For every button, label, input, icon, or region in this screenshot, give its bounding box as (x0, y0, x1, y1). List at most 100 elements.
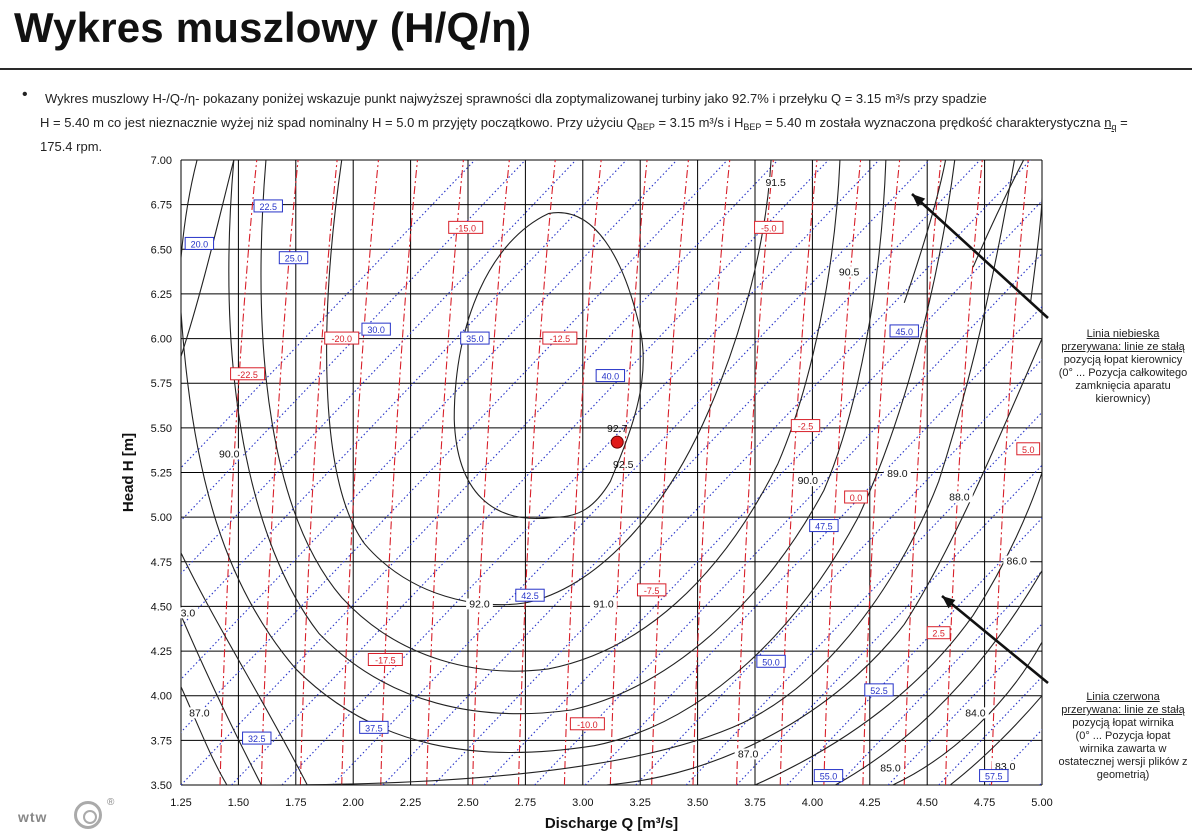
efficiency-label-bg (962, 707, 989, 719)
blue-dotted-lines (181, 160, 1042, 785)
description-line-2: H = 5.40 m co jest nieznacznie wyżej niż… (40, 111, 1195, 139)
blue-value-label-box (242, 731, 272, 745)
blue-value-labels: 20.0 22.5 25.0 30.0 35.0 40.0 45.0 47.5 42.5 50.0… (184, 199, 1009, 783)
red-dashed-lines (219, 160, 1029, 785)
blue-dotted-line (231, 160, 829, 785)
x-tick-label: 4.00 (802, 797, 823, 809)
red-dashed-line (299, 160, 338, 785)
y-tick-label: 3.50 (151, 780, 172, 792)
efficiency-label: 87.0 (189, 707, 210, 719)
desc-nq: n (1104, 115, 1112, 130)
blue-value-label: 55.0 (820, 772, 838, 782)
description-line-3: 175.4 rpm. (40, 139, 103, 154)
efficiency-label-bg (991, 760, 1019, 772)
efficiency-contour (972, 160, 1025, 268)
red-dashed-line (945, 160, 983, 785)
y-tick-label: 4.25 (151, 646, 172, 658)
red-value-label-box (542, 331, 578, 345)
efficiency-contour (181, 615, 262, 785)
x-tick-label: 5.00 (1031, 797, 1052, 809)
red-value-label: -17.5 (375, 656, 396, 666)
blue-dotted-line (382, 160, 981, 785)
efficiency-label-bg (185, 707, 213, 719)
blue-value-label: 35.0 (466, 334, 484, 344)
red-value-label: 0.0 (850, 493, 863, 503)
blue-dotted-line (837, 570, 1042, 785)
red-value-label: 2.5 (932, 629, 945, 639)
efficiency-label: 86.0 (1007, 556, 1028, 568)
logo-mark-icon (74, 801, 102, 829)
red-dashed-line (472, 160, 510, 785)
blue-value-label: 40.0 (602, 372, 620, 382)
y-tick-label: 4.00 (151, 691, 172, 703)
efficiency-contours (181, 160, 1042, 785)
efficiency-label: 89.0 (887, 468, 908, 480)
red-dashed-line (736, 160, 774, 785)
bep-label-top: 92.7 (607, 423, 628, 435)
annotation-arrows (911, 193, 1049, 685)
efficiency-label: 91.0 (593, 598, 614, 610)
blue-value-label-box (756, 654, 786, 668)
efficiency-contour (1029, 195, 1042, 303)
efficiency-contour (605, 338, 1042, 785)
blue-value-label: 57.5 (985, 772, 1003, 782)
red-value-label: -20.0 (331, 334, 352, 344)
blue-value-label-box (813, 769, 844, 783)
red-value-label: -7.5 (644, 586, 660, 596)
annotation-line: pozycją łopat kierownicy (1063, 354, 1183, 366)
efficiency-label-bg (177, 607, 199, 619)
y-tick-label: 4.75 (151, 557, 172, 569)
arrow-red-annotation-head (942, 596, 956, 609)
red-value-label: -2.5 (798, 422, 814, 432)
red-value-labels: -15.0 -5.0 -20.0 -12.5 -22.5 -2.5 5.0 0.0 -7.5 2.… (230, 220, 1041, 731)
red-value-label-box (367, 653, 403, 666)
efficiency-label-bg (1003, 555, 1031, 567)
y-tick-label: 5.50 (151, 423, 172, 435)
y-tick-label: 5.00 (151, 512, 172, 524)
y-tick-label: 6.50 (151, 244, 172, 256)
plot-content (181, 160, 1042, 785)
blue-dotted-line (181, 160, 779, 785)
blue-value-label: 22.5 (259, 202, 277, 212)
blue-value-label-box (253, 199, 283, 213)
x-tick-label: 2.50 (457, 797, 478, 809)
x-axis-title: Discharge Q [m³/s] (545, 815, 678, 832)
bullet-marker: • (22, 86, 28, 103)
blue-value-label: 45.0 (895, 327, 913, 337)
red-value-label-box (754, 220, 784, 234)
blue-value-label: 50.0 (762, 657, 780, 667)
efficiency-contour (181, 160, 956, 754)
red-value-label: -5.0 (761, 223, 777, 233)
efficiency-label-bg (466, 598, 493, 610)
blue-value-label: 20.0 (191, 239, 209, 249)
blue-value-label-box (809, 519, 839, 533)
efficiency-label: 87.0 (738, 748, 759, 760)
efficiency-label-bg (734, 748, 762, 760)
red-value-label-box (790, 419, 821, 433)
efficiency-contour (181, 686, 228, 785)
red-value-label-box (230, 367, 266, 381)
efficiency-contour (892, 641, 1042, 785)
efficiency-contour (181, 160, 235, 357)
blue-dotted-line (181, 160, 728, 733)
desc-part: = 5.40 m została wyznaczona prędkość cha… (761, 115, 1105, 130)
efficiency-contour (835, 570, 1042, 785)
red-dashed-line (341, 160, 380, 785)
efficiency-label: 90.0 (798, 475, 819, 487)
red-dashed-line (779, 160, 818, 785)
arrow-blue-annotation-head (912, 194, 926, 207)
y-tick-labels: 7.00 6.75 6.50 6.25 6.00 5.75 5.50 5.25 5.00 4.75… (151, 155, 172, 792)
red-value-label-box (448, 220, 484, 234)
annotation-line: zamknięcia aparatu (1075, 380, 1171, 392)
red-value-label: -15.0 (455, 223, 476, 233)
annotation-line: geometrią) (1096, 769, 1150, 781)
description: Wykres muszlowy H-/Q-/η- pokazany poniże… (40, 87, 1195, 154)
annotation-line: (0° ... Pozycja całkowitego (1058, 367, 1188, 379)
blue-value-label: 37.5 (365, 723, 383, 733)
efficiency-label-bg (945, 491, 973, 503)
efficiency-contour (326, 160, 772, 606)
y-tick-label: 6.75 (151, 200, 172, 212)
annotation-line: kierownicy) (1095, 393, 1151, 405)
blue-dotted-line (181, 160, 526, 522)
